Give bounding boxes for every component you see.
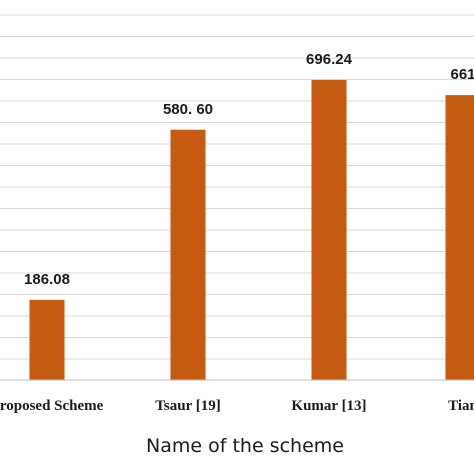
data-label-1: 580. 60 [163, 101, 213, 118]
bar-0 [29, 299, 65, 380]
x-axis-title: Name of the scheme [146, 435, 344, 457]
x-tick-label-0: Proposed Scheme [0, 398, 104, 414]
data-label-0: 186.08 [24, 271, 70, 288]
x-tick-labels-group: Proposed Scheme Tsaur [19] Kumar [13] Tian [0, 398, 474, 414]
gridlines [0, 14, 474, 360]
x-tick-label-3: Tian [448, 398, 474, 414]
bars-group [29, 79, 474, 380]
x-tick-label-2: Kumar [13] [291, 398, 366, 414]
bar-3 [445, 95, 474, 380]
data-labels-group: 186.08 580. 60 696.24 661 [24, 51, 474, 288]
data-label-3: 661 [450, 66, 474, 83]
bar-1 [170, 129, 206, 380]
bar-2 [311, 79, 347, 380]
x-tick-label-1: Tsaur [19] [155, 398, 220, 414]
data-label-2: 696.24 [306, 51, 353, 68]
